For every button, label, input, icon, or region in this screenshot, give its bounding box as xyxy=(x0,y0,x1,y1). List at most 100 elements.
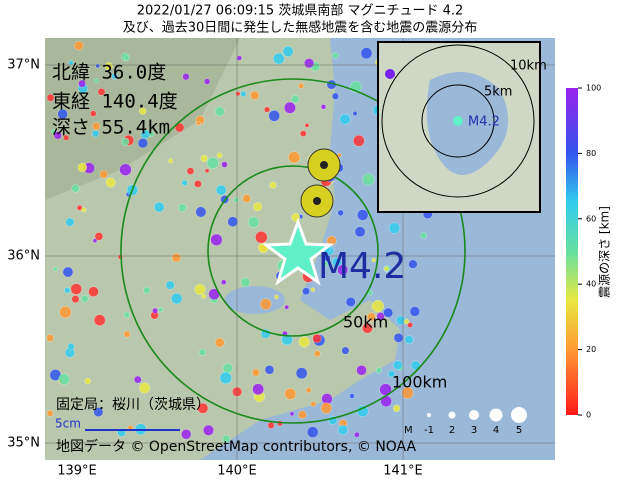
quake-dot xyxy=(375,367,382,374)
quake-dot xyxy=(88,286,99,297)
quake-dot xyxy=(388,222,401,234)
quake-dot xyxy=(274,294,279,300)
quake-dot xyxy=(215,184,227,196)
credit: 地図データ © OpenStreetMap contributors, © NO… xyxy=(56,438,417,455)
quake-dot xyxy=(331,52,339,59)
quake-dot xyxy=(366,312,376,322)
quake-dot xyxy=(320,104,327,110)
magnitude-label: M4.2 xyxy=(318,246,406,287)
quake-dot xyxy=(420,232,427,239)
quake-dot xyxy=(227,216,239,227)
quake-dot xyxy=(307,426,319,438)
quake-dot xyxy=(78,79,86,88)
size-legend-title: M xyxy=(404,425,413,436)
quake-dot xyxy=(206,157,219,169)
ring-100km xyxy=(120,78,466,424)
quake-dot xyxy=(53,266,58,272)
quake-dot xyxy=(168,158,174,164)
quake-dot xyxy=(383,307,394,318)
quake-dot xyxy=(393,360,403,370)
quake-dot xyxy=(181,179,188,186)
station: 固定局：桜川（茨城県） xyxy=(56,397,210,413)
quake-dot xyxy=(288,151,301,164)
quake-dot xyxy=(354,431,360,438)
quake-dot xyxy=(408,259,418,269)
quake-dot xyxy=(240,90,247,97)
lon-label: 139°E xyxy=(57,464,97,479)
quake-dot xyxy=(320,402,332,414)
quake-dot xyxy=(154,201,165,213)
quake-dot xyxy=(310,401,317,407)
quake-dot xyxy=(284,388,297,400)
colorbar-tick-label: 0 xyxy=(586,411,591,420)
quake-dot xyxy=(260,298,272,310)
quake-dot xyxy=(46,334,54,342)
quake-dot xyxy=(204,168,210,173)
quake-dot xyxy=(97,88,106,96)
quake-dot xyxy=(219,371,232,385)
quake-dot xyxy=(337,424,348,435)
quake-dot xyxy=(302,287,310,296)
quake-dot xyxy=(284,101,296,114)
title-line: 2022/01/27 06:09:15 茨城県南部 マグニチュード 4.2 xyxy=(137,3,464,19)
quake-dot xyxy=(91,130,100,138)
quake-dot xyxy=(401,386,414,399)
lat-label: 35°N xyxy=(7,436,40,451)
quake-dot xyxy=(409,306,420,317)
quake-dot xyxy=(198,348,207,356)
quake-dot xyxy=(362,322,373,334)
quake-dot xyxy=(140,129,150,139)
quake-dot xyxy=(137,138,148,149)
quake-dot xyxy=(62,266,74,278)
quake-dot xyxy=(195,206,207,218)
quake-dot xyxy=(269,181,277,189)
quake-dot xyxy=(371,257,376,263)
lon-label: 141°E xyxy=(383,464,423,479)
quake-dot xyxy=(353,135,365,147)
quake-dot xyxy=(178,203,187,212)
quake-dot xyxy=(76,204,83,211)
quake-dot xyxy=(214,106,225,117)
quake-dot xyxy=(345,297,356,307)
lake xyxy=(225,286,285,314)
quake-dot xyxy=(165,280,175,290)
quake-dot xyxy=(410,360,421,371)
quake-dot xyxy=(105,177,116,188)
size-legend-label: 5 xyxy=(516,425,522,436)
quake-dot xyxy=(204,78,211,85)
quake-dot xyxy=(46,409,54,417)
quake-dot xyxy=(252,383,264,396)
quake-dot xyxy=(57,108,68,120)
quake-dot xyxy=(371,300,384,313)
quake-dot xyxy=(305,387,312,393)
info-lon: 東経 140.4度 xyxy=(52,91,178,113)
quake-dot xyxy=(313,350,321,358)
quake-dot xyxy=(362,173,375,186)
epicenter-star xyxy=(261,217,335,286)
quake-dot xyxy=(354,226,366,238)
quake-dot xyxy=(77,162,87,173)
quake-dot xyxy=(84,377,92,385)
quake-dot xyxy=(197,402,209,414)
scale-label: 5cm xyxy=(55,417,81,431)
quake-dot xyxy=(304,58,315,69)
lat-label: 36°N xyxy=(7,249,40,264)
quake-dot xyxy=(182,73,190,81)
quake-dot xyxy=(321,393,333,405)
quake-dot xyxy=(99,170,108,179)
quake-dot xyxy=(388,370,396,378)
lon-label: 140°E xyxy=(217,464,257,479)
quake-dot xyxy=(247,216,260,228)
quake-dot xyxy=(396,315,406,326)
quake-dot xyxy=(71,184,80,193)
quake-dot xyxy=(90,110,97,117)
quake-dot xyxy=(181,429,192,440)
quake-dot xyxy=(267,422,275,429)
size-legend-label: 2 xyxy=(449,425,455,436)
quake-dot xyxy=(403,318,410,325)
quake-dot xyxy=(186,167,195,175)
quake-dot xyxy=(93,314,106,326)
colorbar-tick-label: 80 xyxy=(586,149,596,158)
quake-dot xyxy=(298,410,307,419)
quake-dot xyxy=(58,373,70,385)
